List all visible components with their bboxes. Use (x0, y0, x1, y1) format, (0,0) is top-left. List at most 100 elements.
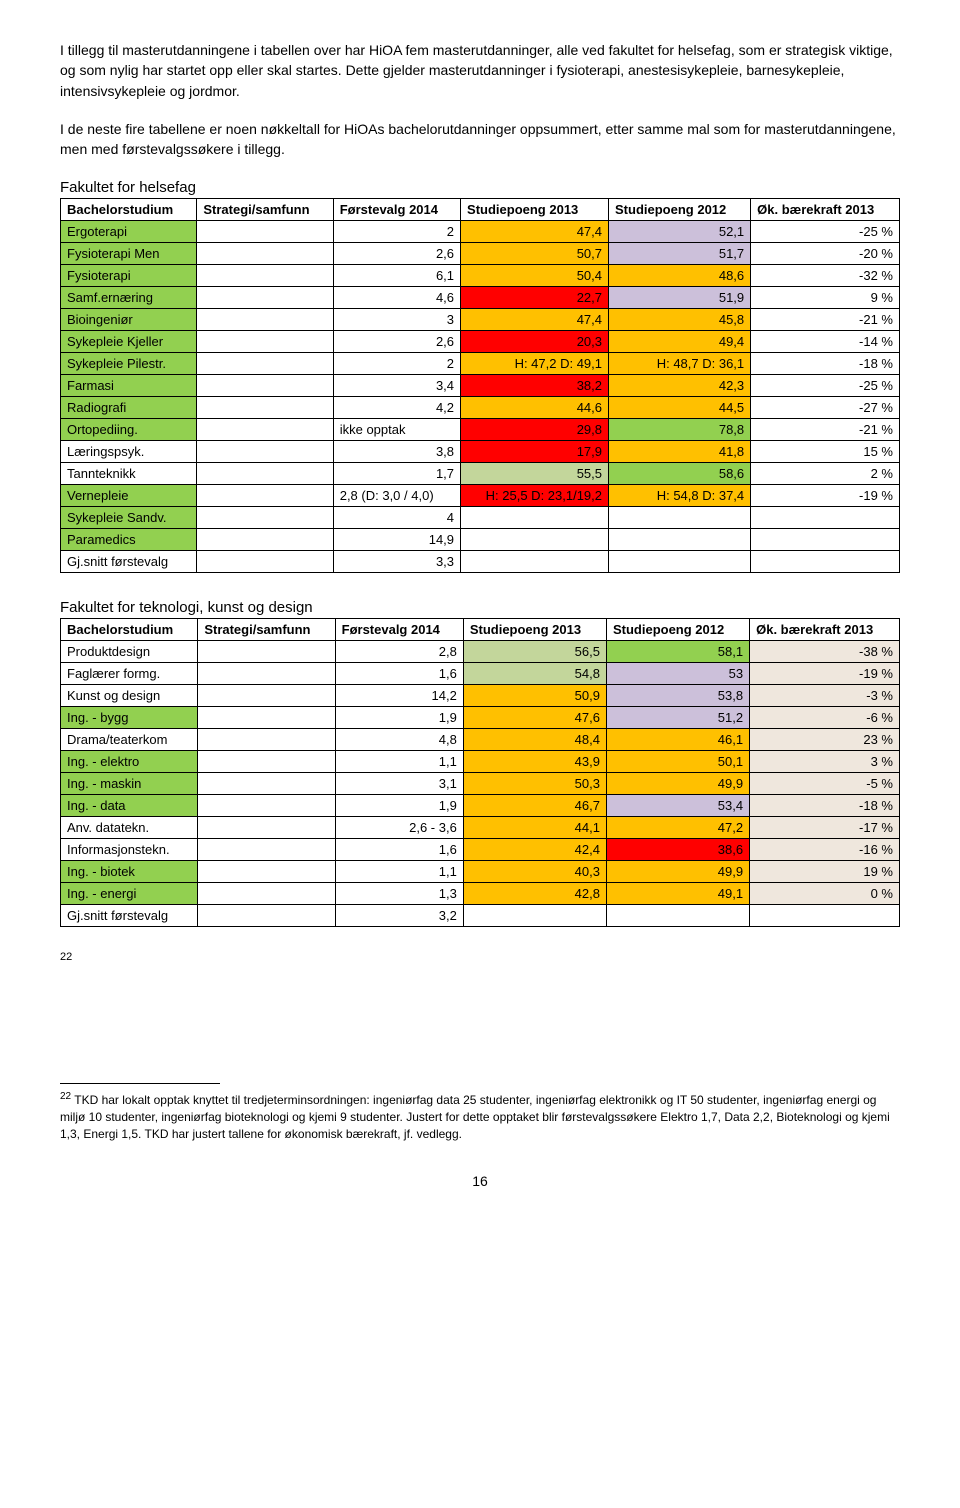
table-cell: Samf.ernæring (61, 287, 197, 309)
footnote-22: 22 TKD har lokalt opptak knyttet til tre… (60, 1090, 900, 1142)
table-cell: 53,4 (606, 795, 749, 817)
table-cell (198, 861, 335, 883)
table-cell: 44,6 (461, 397, 609, 419)
column-header: Studiepoeng 2012 (609, 199, 751, 221)
table-cell: 45,8 (609, 309, 751, 331)
column-header: Bachelorstudium (61, 619, 198, 641)
table-cell: 50,1 (606, 751, 749, 773)
table-cell (198, 641, 335, 663)
column-header: Studiepoeng 2013 (461, 199, 609, 221)
table-cell: Gj.snitt førstevalg (61, 905, 198, 927)
page-number: 16 (60, 1173, 900, 1189)
table-cell: Ing. - elektro (61, 751, 198, 773)
table-cell: 46,7 (463, 795, 606, 817)
table-cell: 1,9 (335, 707, 463, 729)
table-cell (463, 905, 606, 927)
table-cell: Tannteknikk (61, 463, 197, 485)
table-cell (751, 529, 900, 551)
table-row: Ing. - energi1,342,849,10 % (61, 883, 900, 905)
table-cell: 19 % (750, 861, 900, 883)
table-cell: 1,6 (335, 663, 463, 685)
table-cell: 2,8 (335, 641, 463, 663)
table-row: Ing. - bygg1,947,651,2-6 % (61, 707, 900, 729)
table-cell: 43,9 (463, 751, 606, 773)
table-cell (197, 507, 333, 529)
table-cell (750, 905, 900, 927)
table-row: Ergoterapi247,452,1-25 % (61, 221, 900, 243)
table-cell: -20 % (751, 243, 900, 265)
table-cell: Bioingeniør (61, 309, 197, 331)
intro-paragraph-1: I tillegg til masterutdanningene i tabel… (60, 40, 900, 101)
table-cell: Sykepleie Sandv. (61, 507, 197, 529)
footnote-text: TKD har lokalt opptak knyttet til tredje… (60, 1093, 890, 1141)
table-cell: Ergoterapi (61, 221, 197, 243)
table-row: Ing. - maskin3,150,349,9-5 % (61, 773, 900, 795)
table-cell: 38,6 (606, 839, 749, 861)
table-cell: 42,8 (463, 883, 606, 905)
table-cell: 50,4 (461, 265, 609, 287)
table-cell: 2 (333, 221, 460, 243)
table-row: Sykepleie Pilestr.2H: 47,2 D: 49,1H: 48,… (61, 353, 900, 375)
table-cell: Ortopediing. (61, 419, 197, 441)
table-cell: Ing. - energi (61, 883, 198, 905)
table-row: Farmasi3,438,242,3-25 % (61, 375, 900, 397)
column-header: Bachelorstudium (61, 199, 197, 221)
table-cell: 55,5 (461, 463, 609, 485)
table-cell: Ing. - maskin (61, 773, 198, 795)
table-cell: 51,2 (606, 707, 749, 729)
table-cell: 1,1 (335, 751, 463, 773)
table-cell (606, 905, 749, 927)
table-cell: 46,1 (606, 729, 749, 751)
table-row: Radiografi4,244,644,5-27 % (61, 397, 900, 419)
table-cell: 42,3 (609, 375, 751, 397)
table-cell: 44,1 (463, 817, 606, 839)
table-cell (198, 905, 335, 927)
table-cell (197, 243, 333, 265)
table-cell: H: 48,7 D: 36,1 (609, 353, 751, 375)
table-cell: -21 % (751, 309, 900, 331)
table-row: Paramedics14,9 (61, 529, 900, 551)
table-cell: Radiografi (61, 397, 197, 419)
footnote-num: 22 (60, 1091, 71, 1102)
table-cell: 48,4 (463, 729, 606, 751)
table-row: Sykepleie Kjeller2,620,349,4-14 % (61, 331, 900, 353)
table-cell: -19 % (751, 485, 900, 507)
table-row: Ortopediing.ikke opptak29,878,8-21 % (61, 419, 900, 441)
column-header: Studiepoeng 2013 (463, 619, 606, 641)
column-header: Førstevalg 2014 (335, 619, 463, 641)
table-cell (197, 375, 333, 397)
table-cell: -21 % (751, 419, 900, 441)
table-cell: 40,3 (463, 861, 606, 883)
table-cell: 29,8 (461, 419, 609, 441)
table-cell: 3,2 (335, 905, 463, 927)
table-cell: 58,1 (606, 641, 749, 663)
table-cell: 1,7 (333, 463, 460, 485)
table-cell: -3 % (750, 685, 900, 707)
table-cell: 4,6 (333, 287, 460, 309)
table-cell: 41,8 (609, 441, 751, 463)
table-cell: -27 % (751, 397, 900, 419)
table-cell: 3,4 (333, 375, 460, 397)
table-cell: Sykepleie Pilestr. (61, 353, 197, 375)
table-cell: 53,8 (606, 685, 749, 707)
table-cell: 23 % (750, 729, 900, 751)
table-cell: 14,9 (333, 529, 460, 551)
table-cell (198, 751, 335, 773)
table-cell: Fysioterapi (61, 265, 197, 287)
table-cell: 3,1 (335, 773, 463, 795)
table-cell: 49,9 (606, 773, 749, 795)
table-cell: 3,3 (333, 551, 460, 573)
table-cell: 47,2 (606, 817, 749, 839)
table-cell: Ing. - biotek (61, 861, 198, 883)
table-cell: 51,7 (609, 243, 751, 265)
table-cell: 15 % (751, 441, 900, 463)
table-cell: 2 (333, 353, 460, 375)
table-cell (751, 551, 900, 573)
table-cell: 1,1 (335, 861, 463, 883)
table-row: Gj.snitt førstevalg3,3 (61, 551, 900, 573)
table-cell: Drama/teaterkom (61, 729, 198, 751)
table-cell (197, 331, 333, 353)
table-row: Tannteknikk1,755,558,62 % (61, 463, 900, 485)
table-cell: 51,9 (609, 287, 751, 309)
table-cell (197, 221, 333, 243)
